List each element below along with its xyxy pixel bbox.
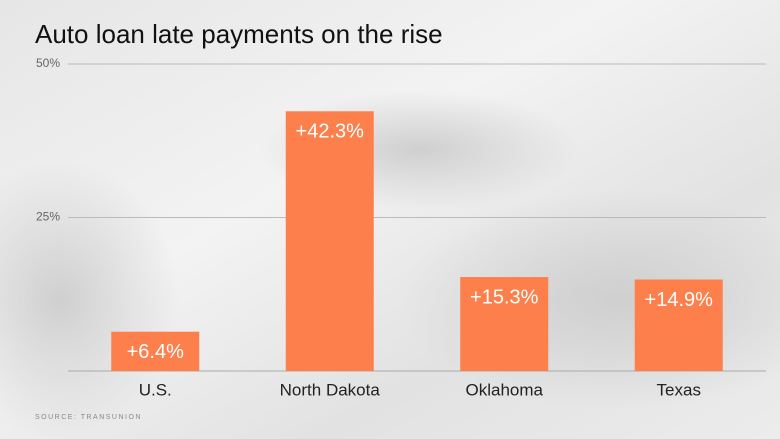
y-tick-label: 25%: [36, 210, 60, 224]
x-tick-label: U.S.: [139, 380, 172, 399]
value-label: +14.9%: [645, 289, 714, 311]
y-tick-label: 50%: [36, 56, 60, 70]
bar: [460, 277, 549, 371]
value-label: +6.4%: [127, 341, 184, 363]
value-label: +42.3%: [296, 121, 365, 143]
bar: [111, 331, 200, 371]
chart-title: Auto loan late payments on the rise: [35, 19, 443, 49]
bar: [285, 111, 374, 371]
x-tick-label: Texas: [657, 380, 701, 399]
value-label: +15.3%: [470, 286, 539, 308]
x-tick-label: North Dakota: [280, 380, 381, 399]
source: SOURCE: TRANSUNION: [35, 414, 142, 421]
x-tick-label: Oklahoma: [466, 380, 544, 399]
bar: [634, 279, 723, 371]
